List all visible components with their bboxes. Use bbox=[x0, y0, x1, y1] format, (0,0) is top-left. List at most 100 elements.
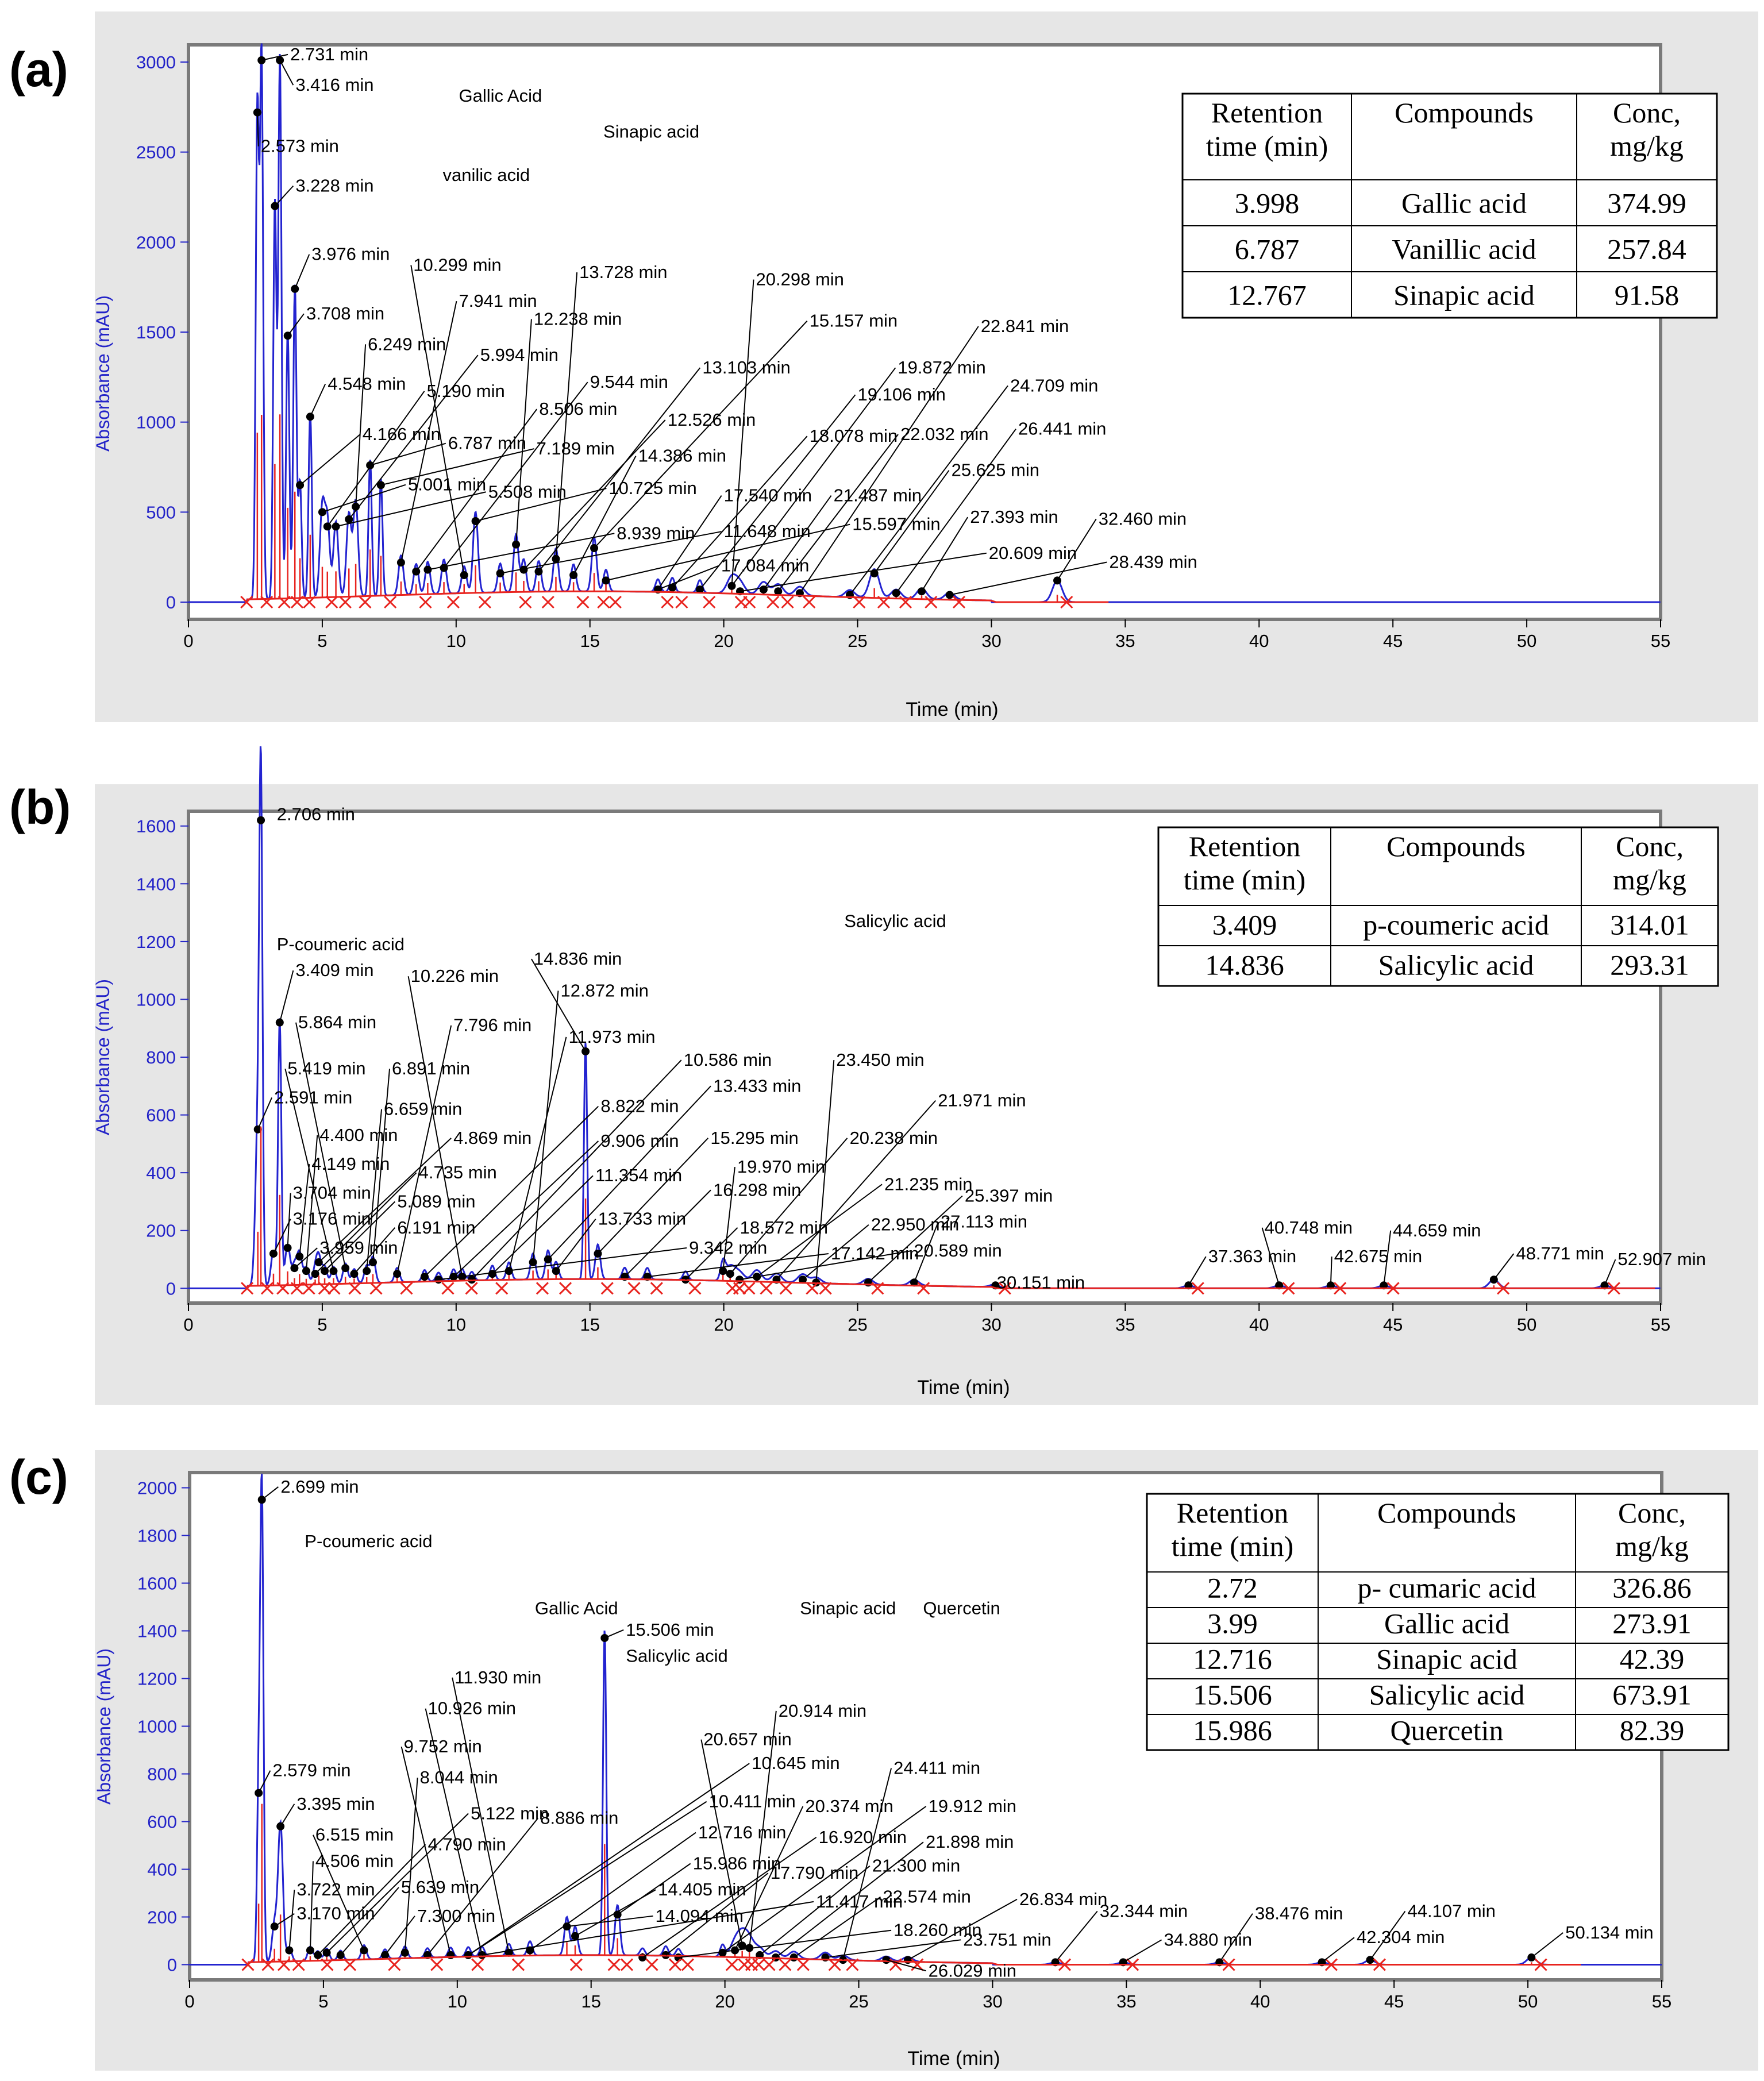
y-axis-label: Absorbance (mAU) bbox=[93, 295, 113, 452]
annotation-leader-line bbox=[739, 1250, 912, 1281]
integration-limit-marker bbox=[384, 595, 397, 609]
peak-annotation: 15.597 min bbox=[852, 514, 940, 534]
y-tick-label: 1000 bbox=[136, 413, 176, 433]
peak-annotation: 2.699 min bbox=[280, 1477, 359, 1497]
integration-limit-marker bbox=[325, 595, 338, 609]
peak-annotation: 4.166 min bbox=[363, 424, 441, 444]
x-tick-label: 35 bbox=[1115, 631, 1135, 651]
peak-annotation: 17.084 min bbox=[721, 556, 809, 576]
peak-annotation: 15.157 min bbox=[810, 311, 898, 331]
table-border bbox=[1181, 93, 1718, 319]
table-cell: Sinapic acid bbox=[1376, 1643, 1517, 1675]
peak-annotation: 7.796 min bbox=[453, 1015, 531, 1035]
integration-limit-marker bbox=[668, 1958, 682, 1971]
integration-limit-marker bbox=[846, 1958, 859, 1971]
annotation-leader-line bbox=[604, 1629, 624, 1639]
integration-limit-marker bbox=[1534, 1958, 1547, 1971]
annotation-leader-line bbox=[261, 1486, 279, 1501]
annotation-leader-line bbox=[407, 976, 463, 1277]
peak-annotation: P-coumeric acid bbox=[305, 1531, 432, 1551]
annotation-leader-line bbox=[324, 1201, 396, 1271]
peak-annotation: 5.089 min bbox=[397, 1192, 475, 1212]
x-tick-label: 20 bbox=[714, 631, 733, 651]
annotation-leader-line bbox=[294, 254, 310, 290]
peak-annotation: 6.787 min bbox=[448, 433, 526, 453]
integration-limit-marker bbox=[1282, 1282, 1295, 1295]
annotation-leader-line bbox=[427, 533, 615, 571]
peak-annotation: 50.134 min bbox=[1565, 1922, 1653, 1943]
peak-annotation: 3.170 min bbox=[296, 1903, 375, 1924]
annotation-leader-line bbox=[299, 1164, 310, 1257]
peak-annotation: 9.544 min bbox=[590, 372, 668, 392]
table-header-cell: time (min) bbox=[1172, 1530, 1293, 1562]
peak-annotation: 27.113 min bbox=[941, 1212, 1027, 1232]
integration-limit-marker bbox=[871, 1282, 884, 1295]
peak-annotation: 17.142 min bbox=[831, 1243, 919, 1263]
peak-annotation: 18.260 min bbox=[893, 1920, 981, 1940]
peak-annotation: 13.433 min bbox=[713, 1076, 801, 1096]
annotation-leader-line bbox=[678, 1929, 892, 1959]
table-cell: p- cumaric acid bbox=[1358, 1572, 1536, 1604]
annotation-leader-line bbox=[1261, 1227, 1280, 1286]
y-tick-label: 1800 bbox=[137, 1525, 177, 1546]
table-header-cell: Compounds bbox=[1395, 97, 1534, 129]
annotation-leader-line bbox=[699, 394, 856, 590]
annotation-leader-line bbox=[802, 1224, 869, 1281]
integration-limit-marker bbox=[388, 1958, 401, 1971]
peak-annotation: 5.508 min bbox=[488, 481, 567, 502]
integration-limit-marker bbox=[762, 1958, 776, 1971]
integration-limit-marker bbox=[465, 1282, 478, 1295]
table-cell: Quercetin bbox=[1390, 1714, 1503, 1747]
y-tick-label: 600 bbox=[147, 1812, 177, 1832]
peak-annotation: 32.344 min bbox=[1100, 1901, 1188, 1921]
annotation-leader-line bbox=[284, 1068, 334, 1271]
table-cell: 273.91 bbox=[1612, 1608, 1692, 1640]
y-tick-label: 1000 bbox=[137, 1717, 177, 1737]
peak-annotation: Gallic Acid bbox=[459, 86, 542, 106]
annotation-leader-line bbox=[257, 1097, 272, 1130]
integration-limit-marker bbox=[819, 1282, 832, 1295]
table-header-cell: Retention bbox=[1177, 1497, 1288, 1529]
x-tick-label: 55 bbox=[1651, 631, 1670, 651]
x-tick-label: 5 bbox=[317, 631, 327, 651]
peak-annotation: 20.589 min bbox=[914, 1240, 1002, 1261]
annotation-leader-line bbox=[617, 1863, 691, 1916]
annotation-leader-line bbox=[475, 488, 607, 522]
annotation-leader-line bbox=[776, 1100, 937, 1280]
panel-label: (a) bbox=[9, 43, 68, 97]
integration-limit-marker bbox=[318, 1282, 331, 1295]
integration-limit-marker bbox=[681, 1958, 694, 1971]
x-axis-label: Time (min) bbox=[906, 699, 998, 720]
peak-annotation: 5.994 min bbox=[480, 345, 559, 365]
peak-annotation: 5.864 min bbox=[298, 1012, 376, 1032]
peak-annotation: 26.441 min bbox=[1018, 419, 1106, 439]
peak-annotation: 10.411 min bbox=[709, 1791, 796, 1812]
annotation-leader-line bbox=[921, 517, 969, 592]
table-cell: p-coumeric acid bbox=[1363, 908, 1549, 941]
peak-annotation: 7.189 min bbox=[537, 438, 615, 458]
annotation-leader-line bbox=[340, 1887, 399, 1956]
peak-annotation: 11.930 min bbox=[455, 1667, 541, 1687]
peak-annotation: 4.735 min bbox=[419, 1162, 497, 1182]
peak-annotation: Quercetin bbox=[923, 1598, 1000, 1618]
integration-limit-marker bbox=[241, 1958, 255, 1971]
peak-annotation: 14.094 min bbox=[656, 1906, 744, 1926]
integration-limit-marker bbox=[240, 595, 253, 609]
peak-annotation: 5.122 min bbox=[471, 1803, 549, 1823]
peak-annotation: 2.591 min bbox=[274, 1087, 352, 1107]
integration-limit-marker bbox=[1191, 1282, 1204, 1295]
peak-annotation: 22.574 min bbox=[883, 1887, 970, 1907]
x-tick-label: 30 bbox=[981, 1315, 1001, 1335]
annotation-leader-line bbox=[274, 185, 294, 207]
peak-annotation: 17.790 min bbox=[771, 1863, 858, 1883]
peak-annotation: 5.190 min bbox=[427, 381, 505, 401]
x-tick-label: 30 bbox=[981, 631, 1001, 651]
peak-annotation: 3.416 min bbox=[295, 75, 373, 95]
peak-annotation: 30.151 min bbox=[997, 1272, 1085, 1292]
peak-annotation: 14.386 min bbox=[638, 446, 726, 466]
table-header-cell: Compounds bbox=[1377, 1497, 1516, 1529]
integration-limit-marker bbox=[742, 1282, 756, 1295]
table-header-cell: mg/kg bbox=[1615, 1530, 1689, 1562]
table-cell: 15.506 bbox=[1193, 1679, 1272, 1711]
